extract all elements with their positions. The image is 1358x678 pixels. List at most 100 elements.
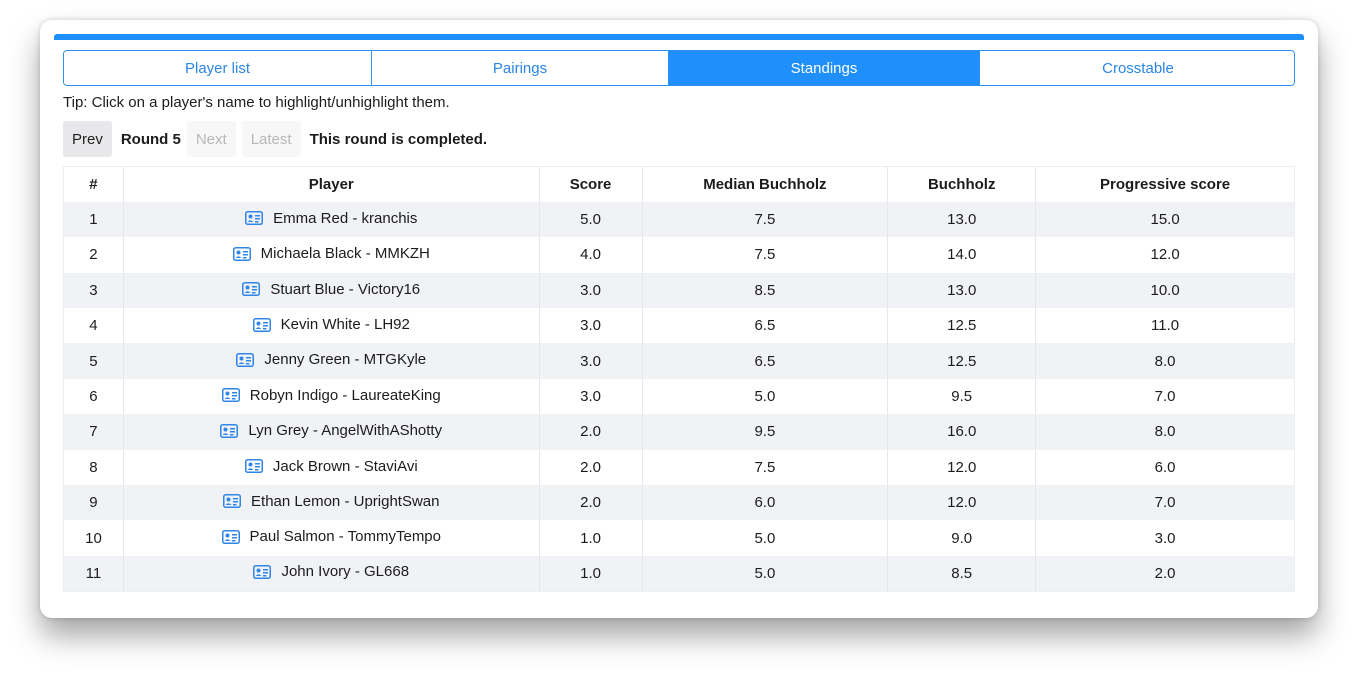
player-cell: Kevin White - LH92 <box>122 308 540 344</box>
median-buchholz-cell: 5.0 <box>641 520 888 556</box>
median-buchholz-cell: 6.5 <box>641 343 888 379</box>
app-window: Player list Pairings Standings Crosstabl… <box>40 20 1318 618</box>
header-progressive-score[interactable]: Progressive score <box>1035 165 1295 202</box>
median-buchholz-cell: 5.0 <box>641 555 888 592</box>
score-cell: 3.0 <box>538 378 643 415</box>
player-name[interactable]: Lyn Grey - AngelWithAShotty <box>248 422 443 440</box>
player-cell: Emma Red - kranchis <box>122 201 540 238</box>
progressive-score-cell: 7.0 <box>1035 485 1295 521</box>
player-name-link[interactable]: Emma Red - kranchis <box>245 210 417 227</box>
table-row: 7 Lyn Grey - AngelWithAShotty 2.0 9.5 16.0 8.… <box>63 414 1295 450</box>
median-buchholz-cell: 5.0 <box>641 378 888 415</box>
tab-standings[interactable]: Standings <box>669 51 980 85</box>
buchholz-cell: 12.5 <box>887 343 1036 379</box>
player-name[interactable]: Jenny Green - MTGKyle <box>264 351 427 369</box>
progressive-score-cell: 8.0 <box>1035 414 1295 450</box>
id-card-icon[interactable] <box>245 211 264 226</box>
player-cell: Jack Brown - StaviAvi <box>122 449 540 486</box>
round-navigation: Prev Round 5 Next Latest This round is c… <box>63 121 487 157</box>
player-name-link[interactable]: Jenny Green - MTGKyle <box>236 351 426 368</box>
progressive-score-cell: 6.0 <box>1035 449 1295 486</box>
progressive-score-cell: 7.0 <box>1035 378 1295 415</box>
table-row: 2 Michaela Black - MMKZH 4.0 7.5 14.0 12.0 <box>63 237 1295 273</box>
player-cell: Paul Salmon - TommyTempo <box>122 520 540 556</box>
rank-cell: 3 <box>63 272 124 309</box>
round-label: Round 5 <box>120 130 181 148</box>
player-name-link[interactable]: Robyn Indigo - LaureateKing <box>221 386 441 404</box>
next-round-button[interactable]: Next <box>186 121 236 157</box>
id-card-icon[interactable] <box>220 423 239 438</box>
table-row: 8 Jack Brown - StaviAvi 2.0 7.5 12.0 6.0 <box>63 449 1295 486</box>
score-cell: 3.0 <box>538 272 643 309</box>
player-name-link[interactable]: Lyn Grey - AngelWithAShotty <box>220 422 442 439</box>
table-row: 9 Ethan Lemon - UprightSwan 2.0 6.0 12.0 7.0 <box>63 485 1295 521</box>
player-name-link[interactable]: Paul Salmon - TommyTempo <box>221 528 441 546</box>
score-cell: 4.0 <box>538 237 643 273</box>
header-rank[interactable]: # <box>63 165 124 202</box>
player-name[interactable]: Stuart Blue - Victory16 <box>270 280 421 298</box>
progressive-score-cell: 2.0 <box>1035 555 1295 592</box>
round-status: This round is completed. <box>309 130 488 148</box>
player-name-link[interactable]: Jack Brown - StaviAvi <box>244 457 418 475</box>
progressive-score-cell: 3.0 <box>1035 520 1295 556</box>
buchholz-cell: 9.5 <box>887 378 1036 415</box>
accent-top-bar <box>54 34 1304 40</box>
player-name[interactable]: Robyn Indigo - LaureateKing <box>249 386 441 404</box>
rank-cell: 5 <box>63 343 124 379</box>
header-median-buchholz[interactable]: Median Buchholz <box>641 165 888 202</box>
score-cell: 3.0 <box>538 343 643 379</box>
table-row: 11 John Ivory - GL668 1.0 5.0 8.5 2.0 <box>63 555 1295 592</box>
player-cell: Lyn Grey - AngelWithAShotty <box>122 414 540 450</box>
view-tabs: Player list Pairings Standings Crosstabl… <box>63 50 1295 86</box>
id-card-icon[interactable] <box>221 388 240 403</box>
player-name[interactable]: Paul Salmon - TommyTempo <box>249 528 441 546</box>
table-header-row: # Player Score Median Buchholz Buchholz … <box>63 165 1295 202</box>
tab-player-list[interactable]: Player list <box>64 51 372 85</box>
score-cell: 2.0 <box>538 485 643 521</box>
player-name-link[interactable]: Kevin White - LH92 <box>252 316 410 333</box>
header-player[interactable]: Player <box>122 165 540 202</box>
buchholz-cell: 12.0 <box>887 485 1036 521</box>
player-name-link[interactable]: Stuart Blue - Victory16 <box>242 281 420 298</box>
progressive-score-cell: 10.0 <box>1035 272 1295 309</box>
player-name[interactable]: Ethan Lemon - UprightSwan <box>251 492 440 510</box>
buchholz-cell: 12.5 <box>887 308 1036 344</box>
player-name-link[interactable]: Ethan Lemon - UprightSwan <box>223 493 439 510</box>
tab-pairings[interactable]: Pairings <box>372 51 669 85</box>
table-row: 4 Kevin White - LH92 3.0 6.5 12.5 11.0 <box>63 308 1295 344</box>
id-card-icon[interactable] <box>242 282 261 297</box>
id-card-icon[interactable] <box>236 352 255 367</box>
id-card-icon[interactable] <box>253 564 272 579</box>
id-card-icon[interactable] <box>244 459 263 474</box>
id-card-icon[interactable] <box>223 494 242 509</box>
player-name[interactable]: Kevin White - LH92 <box>280 316 410 333</box>
player-name-link[interactable]: John Ivory - GL668 <box>253 563 409 580</box>
latest-round-button[interactable]: Latest <box>241 121 301 157</box>
rank-cell: 8 <box>63 449 124 486</box>
player-name-link[interactable]: Michaela Black - MMKZH <box>232 245 430 263</box>
tip-text: Tip: Click on a player's name to highlig… <box>63 94 450 111</box>
id-card-icon[interactable] <box>252 317 271 332</box>
player-name[interactable]: Michaela Black - MMKZH <box>260 245 430 263</box>
rank-cell: 2 <box>63 237 124 273</box>
id-card-icon[interactable] <box>221 529 240 544</box>
player-name[interactable]: John Ivory - GL668 <box>281 563 410 581</box>
header-buchholz[interactable]: Buchholz <box>887 165 1036 202</box>
progressive-score-cell: 12.0 <box>1035 237 1295 273</box>
prev-round-button[interactable]: Prev <box>63 121 112 157</box>
header-score[interactable]: Score <box>538 165 643 202</box>
score-cell: 2.0 <box>538 414 643 450</box>
median-buchholz-cell: 6.0 <box>641 485 888 521</box>
score-cell: 2.0 <box>538 449 643 486</box>
table-row: 3 Stuart Blue - Victory16 3.0 8.5 13.0 10.0 <box>63 272 1295 309</box>
tab-crosstable[interactable]: Crosstable <box>980 51 1294 85</box>
rank-cell: 7 <box>63 414 124 450</box>
player-name[interactable]: Emma Red - kranchis <box>273 209 418 227</box>
median-buchholz-cell: 6.5 <box>641 308 888 344</box>
rank-cell: 11 <box>63 555 124 592</box>
id-card-icon[interactable] <box>232 246 251 261</box>
score-cell: 1.0 <box>538 520 643 556</box>
rank-cell: 9 <box>63 485 124 521</box>
table-row: 10 Paul Salmon - TommyTempo 1.0 5.0 9.0 3.0 <box>63 520 1295 556</box>
player-name[interactable]: Jack Brown - StaviAvi <box>272 457 418 475</box>
